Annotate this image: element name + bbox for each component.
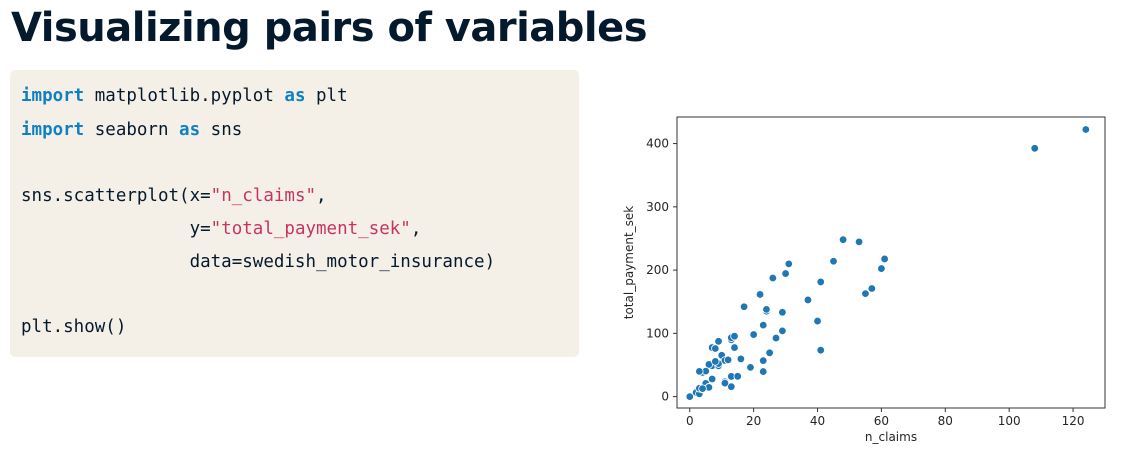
scatter-point: [711, 344, 720, 353]
plot-area: [676, 116, 1106, 409]
scatter-point: [727, 382, 736, 391]
scatter-point: [838, 235, 848, 244]
code-text: matplotlib.pyplot: [84, 86, 285, 106]
x-tick-label: 100: [998, 414, 1021, 428]
y-tick-label: 0: [661, 390, 669, 404]
code-line: import seaborn as sns: [21, 119, 242, 141]
code-text: ,: [316, 186, 327, 206]
code-line: plt.show(): [21, 316, 126, 338]
scatter-point: [698, 384, 707, 393]
scatter-point: [759, 356, 768, 365]
scatter-point: [781, 269, 790, 278]
x-tick-label: 20: [746, 414, 761, 428]
code-line: data=swedish_motor_insurance): [21, 251, 496, 273]
scatter-point: [816, 345, 825, 355]
code-line: import matplotlib.pyplot as plt: [21, 85, 348, 107]
code-text: seaborn: [84, 120, 180, 140]
y-tick-label: 200: [646, 263, 669, 277]
code-text: data=swedish_motor_insurance): [21, 252, 496, 272]
scatter-point: [739, 302, 749, 311]
code-keyword: import: [21, 120, 85, 140]
scatter-point: [768, 273, 778, 283]
scatter-point: [685, 392, 694, 401]
y-tick-label: 300: [646, 200, 669, 214]
scatter-point: [733, 372, 742, 381]
scatter-point: [829, 257, 838, 266]
scatter-point: [759, 320, 768, 330]
scatter-point: [778, 308, 787, 317]
x-tick-label: 40: [810, 414, 825, 428]
scatter-point: [803, 295, 813, 305]
code-text: ,: [410, 219, 422, 239]
scatter-point: [1081, 125, 1091, 134]
scatter-point: [762, 305, 771, 314]
scatter-point: [714, 337, 723, 346]
scatter-plot-svg: 0 20 40 60 80 100 120 0 100 200 300 400 n_claims t…: [622, 116, 1106, 444]
scatter-point: [736, 354, 746, 364]
y-tick-label: 400: [646, 137, 669, 151]
scatter-point: [867, 284, 877, 293]
scatter-point: [707, 374, 717, 384]
code-line: y="total_payment_sek",: [21, 218, 422, 240]
code-text: plt.show(): [21, 317, 127, 337]
scatter-point: [784, 259, 793, 269]
code-keyword: as: [179, 120, 201, 140]
scatter-point: [723, 355, 733, 365]
y-tick-label: 100: [646, 326, 669, 340]
scatter-point: [730, 343, 739, 352]
scatter-point: [730, 331, 739, 341]
scatter-point: [877, 264, 886, 273]
scatter-point: [778, 326, 787, 336]
scatter-point: [813, 316, 822, 326]
scatter-point: [880, 254, 889, 264]
x-tick-label: 60: [874, 414, 889, 428]
scatter-point: [711, 357, 720, 366]
code-block: import matplotlib.pyplot as plt import s…: [10, 70, 579, 357]
scatter-point: [749, 330, 758, 339]
code-text: sns: [200, 120, 243, 140]
scatter-point: [720, 378, 730, 388]
code-text: y=: [21, 219, 211, 239]
scatter-point: [816, 277, 825, 287]
code-keyword: import: [21, 86, 85, 106]
scatter-point: [759, 367, 768, 376]
scatter-chart: 0 20 40 60 80 100 120 0 100 200 300 400 n_claims t…: [615, 100, 1120, 454]
code-string: "n_claims": [210, 186, 317, 206]
scatter-point: [1030, 144, 1039, 153]
scatter-point: [861, 289, 870, 298]
code-keyword: as: [284, 86, 306, 106]
scatter-point: [746, 363, 755, 372]
code-text: sns.scatterplot(x=: [21, 186, 211, 206]
y-axis-label: total_payment_sek: [622, 206, 636, 320]
scatter-point: [854, 237, 864, 247]
scatter-point: [755, 290, 765, 299]
x-tick-label: 80: [938, 414, 953, 428]
code-line: sns.scatterplot(x="n_claims",: [21, 185, 327, 207]
x-tick-label: 0: [686, 414, 694, 428]
x-axis-label: n_claims: [865, 430, 917, 444]
scatter-point: [695, 367, 704, 376]
scatter-point: [765, 348, 774, 358]
code-string: "total_payment_sek": [210, 219, 411, 239]
slide-title: Visualizing pairs of variables: [11, 5, 648, 51]
x-tick-label: 120: [1062, 414, 1085, 428]
scatter-point: [771, 333, 781, 343]
code-text: plt: [305, 86, 348, 106]
